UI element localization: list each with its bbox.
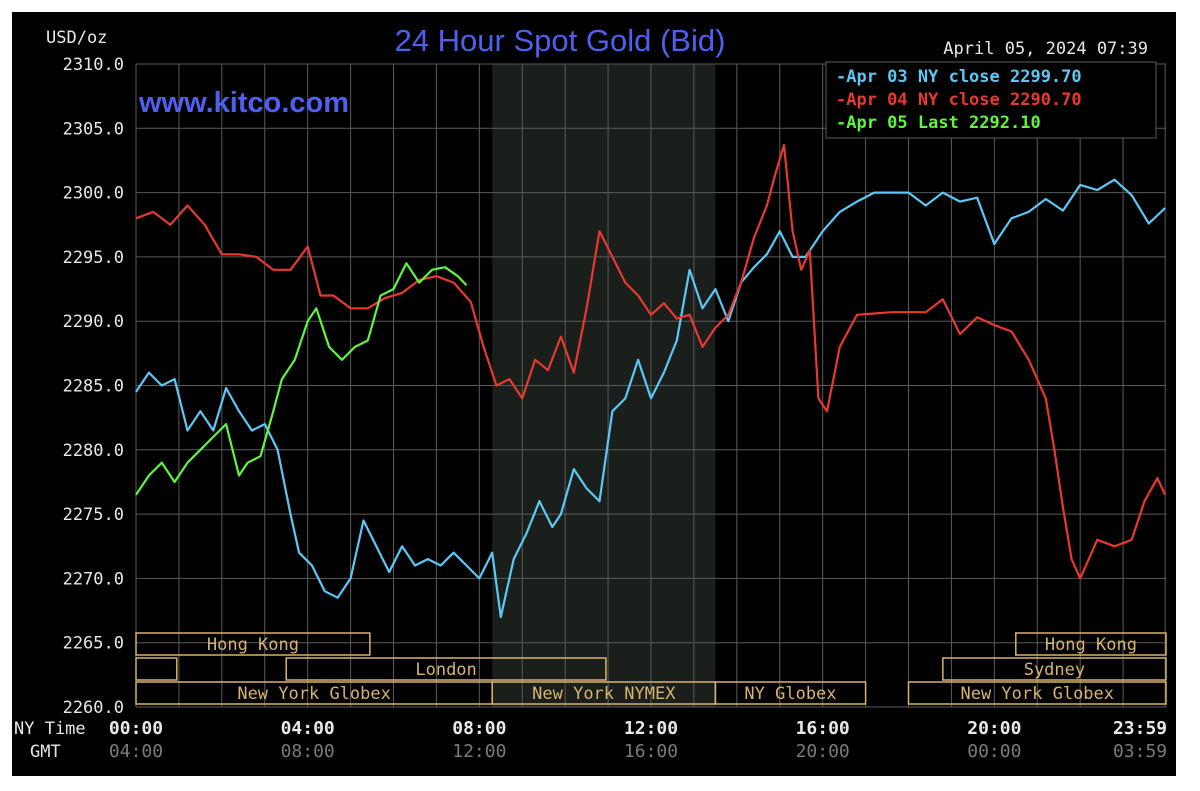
y-tick-label: 2280.0 (63, 441, 124, 461)
kitco-watermark: www.kitco.com (138, 87, 349, 119)
gmt-tick: 08:00 (281, 741, 335, 762)
y-tick-label: 2260.0 (63, 698, 124, 718)
ny-time-tick: 04:00 (281, 718, 335, 739)
ny-time-row-label: NY Time (14, 719, 86, 739)
gmt-tick: 20:00 (796, 741, 850, 762)
chart-title: 24 Hour Spot Gold (Bid) (395, 23, 726, 58)
gmt-row-label: GMT (30, 742, 61, 762)
series-line (135, 262, 468, 496)
y-axis-unit-label: USD/oz (46, 28, 107, 48)
session-bar (942, 657, 1167, 681)
session-bar (907, 681, 1167, 705)
gmt-tick: 04:00 (109, 741, 163, 762)
session-label: Hong Kong (1045, 635, 1137, 655)
price-series (135, 143, 1167, 619)
legend: -Apr 03 NY close 2299.70 -Apr 04 NY close… (825, 61, 1157, 139)
legend-box (825, 61, 1157, 139)
session-label: Sydney (1024, 660, 1085, 680)
session-bar (285, 657, 607, 681)
ny-time-tick: 16:00 (796, 718, 850, 739)
gmt-tick: 03:59 (1113, 741, 1167, 762)
y-tick-label: 2265.0 (63, 634, 124, 654)
y-tick-label: 2290.0 (63, 312, 124, 332)
legend-entry: -Apr 05 Last 2292.10 (836, 113, 1041, 133)
axis-labels: 2310.0 2305.0 2300.0 2295.0 2290.0 2285.0 2280… (63, 55, 1168, 762)
series-line (135, 143, 1167, 580)
grid-lines (135, 63, 1166, 708)
timestamp: April 05, 2024 07:39 (943, 39, 1148, 59)
gold-price-chart: Hong Kong London New York Globex New York N… (14, 23, 1168, 762)
y-tick-label: 2285.0 (63, 377, 124, 397)
session-label: New York Globex (960, 684, 1114, 704)
session-label: Hong Kong (207, 635, 299, 655)
legend-entry: -Apr 03 NY close 2299.70 (836, 67, 1082, 87)
legend-entry: -Apr 04 NY close 2290.70 (836, 90, 1082, 110)
session-label: New York NYMEX (532, 684, 676, 704)
gmt-tick: 16:00 (624, 741, 678, 762)
session-label: London (415, 660, 476, 680)
ny-time-tick: 12:00 (624, 718, 678, 739)
ny-time-tick: 23:59 (1113, 718, 1167, 739)
session-bar (1015, 632, 1167, 656)
session-label: New York Globex (237, 684, 391, 704)
session-label: NY Globex (744, 684, 836, 704)
y-tick-label: 2275.0 (63, 505, 124, 525)
y-tick-label: 2295.0 (63, 248, 124, 268)
y-tick-label: 2300.0 (63, 184, 124, 204)
session-bar (135, 657, 178, 681)
chart-frame: Hong Kong London New York Globex New York N… (12, 12, 1176, 776)
series-line (135, 178, 1166, 619)
gmt-tick: 00:00 (967, 741, 1021, 762)
y-tick-label: 2305.0 (63, 119, 124, 139)
y-tick-label: 2270.0 (63, 569, 124, 589)
ny-time-tick: 00:00 (109, 718, 163, 739)
ny-time-tick: 08:00 (452, 718, 506, 739)
session-bar (714, 681, 867, 705)
ny-time-tick: 20:00 (967, 718, 1021, 739)
session-bar (135, 632, 371, 656)
y-tick-label: 2310.0 (63, 55, 124, 75)
market-sessions: Hong Kong London New York Globex New York N… (135, 632, 1167, 705)
gmt-tick: 12:00 (452, 741, 506, 762)
